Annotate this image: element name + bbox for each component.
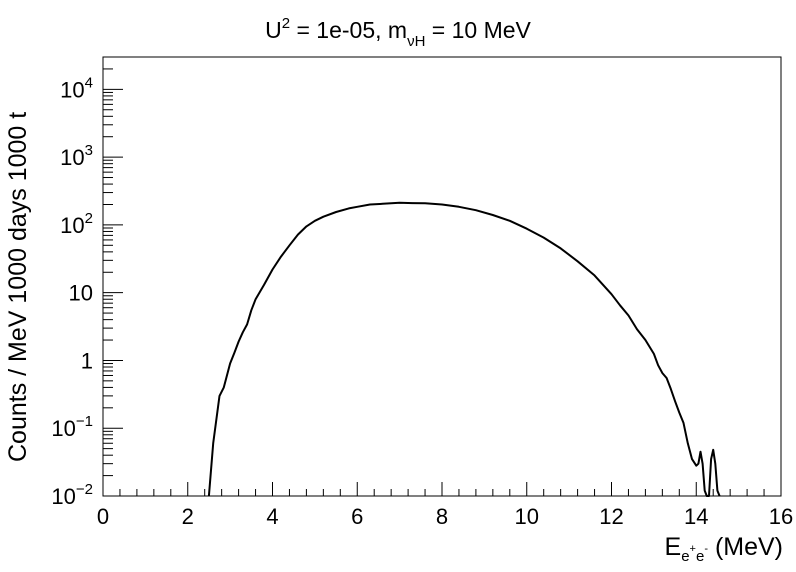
- title-m-sub: νH: [407, 33, 425, 50]
- y-tick-label-base: 10: [51, 416, 75, 441]
- y-tick-label-exp: 4: [85, 74, 93, 91]
- y-tick-label: 102: [60, 210, 93, 238]
- series-line: [207, 201, 721, 497]
- title-u-exp: 2: [282, 15, 290, 32]
- x-tick-labels: 0 2 4 6 8 10 12 14 16: [97, 504, 793, 529]
- y-tick-label-exp: −2: [76, 481, 93, 498]
- axis-ticks: [102, 56, 782, 497]
- x-tick-label: 10: [515, 504, 539, 529]
- y-tick-label-base: 10: [51, 484, 75, 509]
- x-axis-label-sup2: -: [704, 543, 708, 555]
- y-tick-label-exp: −1: [76, 413, 93, 430]
- x-tick-label: 16: [769, 504, 793, 529]
- y-tick-label: 10: [69, 281, 93, 306]
- x-tick-label: 14: [684, 504, 708, 529]
- x-axis-label-base: E: [665, 533, 682, 561]
- plot-frame: [102, 56, 782, 497]
- x-axis-label: Ee+e- (MeV): [665, 533, 783, 565]
- title-u-base: U: [265, 17, 282, 43]
- x-tick-label: 4: [266, 504, 278, 529]
- y-tick-label: 10−2: [51, 481, 93, 509]
- y-tick-label-base: 10: [60, 213, 84, 238]
- y-tick-label: 103: [60, 142, 93, 170]
- x-axis-label-sub2: e: [696, 548, 704, 565]
- y-tick-label: 10−1: [51, 413, 93, 441]
- x-axis-label-sup1: +: [690, 543, 696, 555]
- x-axis-label-sub: e: [681, 548, 689, 565]
- y-tick-label-base: 10: [60, 77, 84, 102]
- title-u-value: = 1e-05, m: [290, 17, 407, 43]
- x-tick-label: 2: [182, 504, 194, 529]
- y-tick-label-exp: 2: [85, 210, 93, 227]
- chart-title: U2 = 1e-05, mνH = 10 MeV: [265, 15, 531, 50]
- y-axis-label: Counts / MeV 1000 days 1000 t: [4, 112, 32, 462]
- y-tick-label-base: 1: [81, 348, 93, 373]
- x-axis-label-unit: (MeV): [708, 533, 783, 561]
- y-tick-label: 1: [81, 348, 93, 373]
- title-m-value: = 10 MeV: [425, 17, 531, 43]
- y-tick-label-base: 10: [60, 145, 84, 170]
- y-tick-label-base: 10: [69, 281, 93, 306]
- x-tick-label: 6: [351, 504, 363, 529]
- x-tick-label: 12: [599, 504, 623, 529]
- y-tick-label: 104: [60, 74, 93, 102]
- x-tick-label: 0: [97, 504, 109, 529]
- x-tick-label: 8: [436, 504, 448, 529]
- y-tick-label-exp: 3: [85, 142, 93, 159]
